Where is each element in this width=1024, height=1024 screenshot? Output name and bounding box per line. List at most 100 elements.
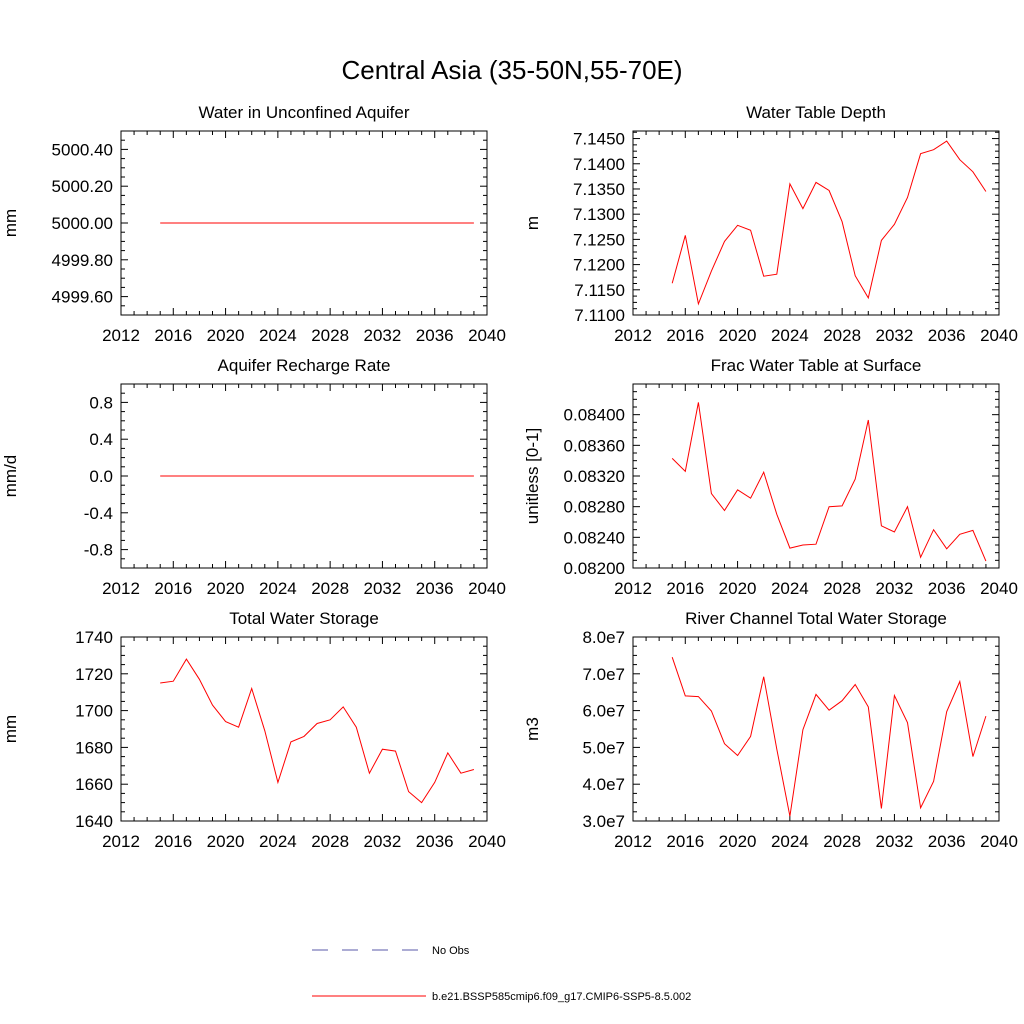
x-tick-label: 2040 [468,579,506,598]
x-tick-label: 2040 [468,832,506,851]
x-tick-label: 2024 [771,832,809,851]
y-tick-label: 1720 [75,665,113,684]
chart-panel-6: River Channel Total Water Storage m3 2012 2… [523,609,1018,851]
x-tick-label: 2012 [614,326,652,345]
y-tick-label: 0.0 [89,467,113,486]
x-tick-label: 2016 [154,579,192,598]
y-tick-label: 0.08200 [564,559,625,578]
y-tick-label: 7.1150 [574,281,625,300]
y-tick-label: 0.4 [89,430,113,449]
x-tick-label: 2012 [102,326,140,345]
plot-frame [632,130,1000,316]
x-tick-label: 2024 [771,326,809,345]
y-tick-label: 3.0e7 [582,812,625,831]
x-tick-label: 2032 [364,832,402,851]
legend-entry: b.e21.BSSP585cmip6.f09_g17.CMIP6-SSP5-8.… [312,991,691,1003]
x-tick-label: 2016 [666,326,704,345]
x-tick-label: 2020 [719,326,757,345]
y-tick-label: 4999.60 [52,288,113,307]
chart-panel-3: Aquifer Recharge Rate mm/d 2012 2016 2020 202… [1,356,506,598]
y-tick-label: 5.0e7 [582,738,625,757]
series-line [671,657,987,817]
x-tick-label: 2020 [207,326,245,345]
y-tick-label: 1640 [75,812,113,831]
x-tick-label: 2016 [666,579,704,598]
plot-frame [632,383,1000,569]
legend: No Obs b.e21.BSSP585cmip6.f09_g17.CMIP6-S… [312,945,691,1003]
x-tick-label: 2040 [468,326,506,345]
y-tick-label: 7.0e7 [582,665,625,684]
x-tick-label: 2020 [719,832,757,851]
y-tick-label: 7.1400 [573,155,625,174]
x-tick-label: 2016 [666,832,704,851]
panel-title: Water Table Depth [746,103,886,122]
panel-title: Aquifer Recharge Rate [218,356,391,375]
x-tick-label: 2032 [364,579,402,598]
x-tick-label: 2036 [928,832,966,851]
y-tick-label: -0.8 [84,541,113,560]
y-tick-label: 5000.40 [52,140,113,159]
x-tick-label: 2028 [311,326,349,345]
panel-title: Water in Unconfined Aquifer [198,103,409,122]
x-tick-label: 2028 [311,832,349,851]
y-tick-label: 1700 [75,702,113,721]
x-tick-label: 2040 [980,326,1018,345]
y-axis-label: mm/d [1,455,20,498]
x-tick-label: 2036 [928,579,966,598]
x-tick-label: 2040 [980,579,1018,598]
x-tick-label: 2040 [980,832,1018,851]
x-tick-label: 2028 [823,579,861,598]
plot-frame [632,636,1000,822]
x-tick-label: 2020 [207,579,245,598]
x-tick-label: 2024 [259,579,297,598]
page-title: Central Asia (35-50N,55-70E) [341,55,683,85]
plot-frame [120,636,488,822]
y-axis-label: mm [1,209,20,237]
chart-panel-5: Total Water Storage mm 2012 2016 2020 2024 202… [1,609,506,851]
chart-panel-2: Water Table Depth m 2012 2016 2020 2024 2028 20… [523,103,1018,345]
x-tick-label: 2032 [876,832,914,851]
y-tick-label: 7.1300 [573,205,625,224]
series-line [671,402,987,562]
legend-label: b.e21.BSSP585cmip6.f09_g17.CMIP6-SSP5-8.… [432,991,691,1003]
x-tick-label: 2016 [154,832,192,851]
y-tick-label: 1680 [75,738,113,757]
x-tick-label: 2036 [416,832,454,851]
y-tick-label: 0.08280 [564,498,625,517]
y-axis-label: m3 [523,717,542,741]
x-tick-label: 2024 [259,326,297,345]
y-tick-label: 8.0e7 [582,628,625,647]
panel-title: River Channel Total Water Storage [685,609,947,628]
x-tick-label: 2036 [416,579,454,598]
y-tick-label: 5000.20 [52,177,113,196]
x-tick-label: 2024 [771,579,809,598]
x-tick-label: 2028 [823,832,861,851]
y-tick-label: 0.8 [89,393,113,412]
y-tick-label: 6.0e7 [582,702,625,721]
y-tick-label: 4999.80 [52,251,113,270]
y-tick-label: 7.1450 [573,130,625,149]
x-tick-label: 2020 [719,579,757,598]
x-tick-label: 2032 [876,326,914,345]
y-axis-label: m [523,216,542,230]
y-tick-label: 1740 [75,628,113,647]
y-tick-label: 7.1350 [573,180,625,199]
y-tick-label: 1660 [75,775,113,794]
y-axis-label: unitless [0-1] [523,428,542,524]
y-tick-label: 7.1100 [574,306,625,325]
y-tick-label: 0.08360 [564,436,625,455]
x-tick-label: 2012 [614,579,652,598]
x-tick-label: 2032 [876,579,914,598]
x-tick-label: 2020 [207,832,245,851]
x-tick-label: 2036 [928,326,966,345]
chart-panel-1: Water in Unconfined Aquifer mm 2012 2016 202… [1,103,506,345]
x-tick-label: 2012 [614,832,652,851]
panel-title: Total Water Storage [229,609,379,628]
x-tick-label: 2012 [102,579,140,598]
x-tick-label: 2032 [364,326,402,345]
y-tick-label: 4.0e7 [582,775,625,794]
chart-panel-4: Frac Water Table at Surface unitless [0-1… [523,356,1018,598]
x-tick-label: 2016 [154,326,192,345]
x-tick-label: 2036 [416,326,454,345]
